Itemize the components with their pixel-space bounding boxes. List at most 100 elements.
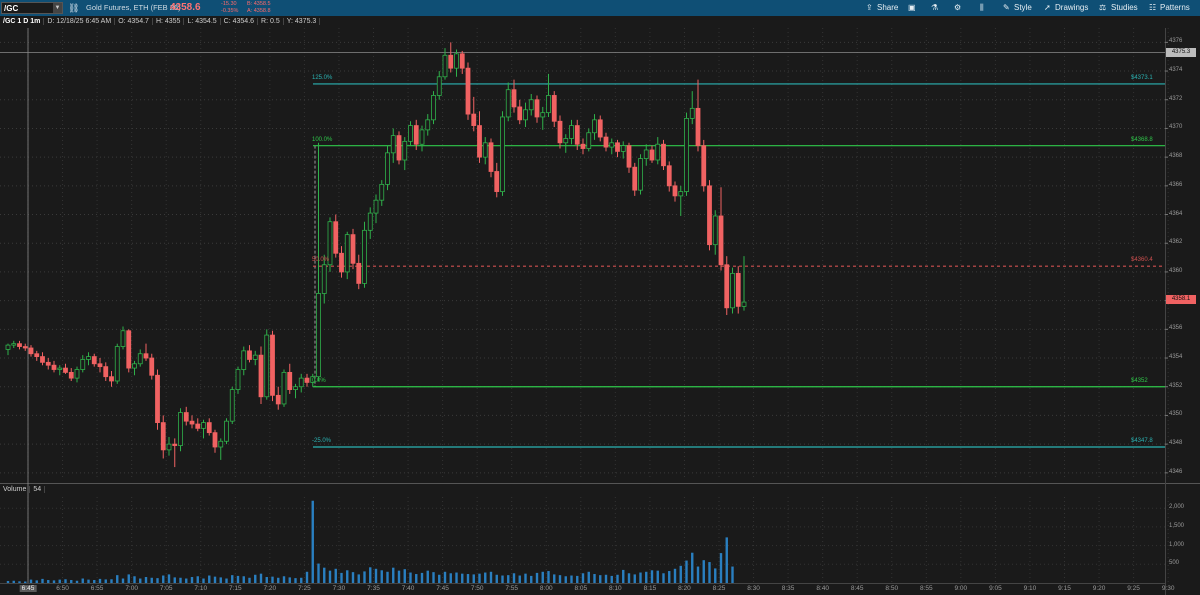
candle-body [459,53,465,69]
candle-body [166,443,172,451]
time-tick-label: 7:15 [228,585,242,592]
candle-body [316,293,321,378]
volume-bar [610,575,613,583]
volume-bar [282,576,286,583]
candle-body [97,363,103,368]
time-tick-label: 7:25 [298,585,311,592]
volume-bar [484,572,487,583]
share-icon[interactable]: ⇪ [866,3,873,12]
info-date: D: 12/18/25 6:45 AM [44,18,116,25]
candle-body [551,95,557,122]
volume-bar [656,570,659,583]
volume-bar [415,574,418,583]
price-tick-label: 4372 [1169,95,1183,102]
volume-bar [277,577,280,583]
volume-bar [173,577,176,583]
style-icon[interactable]: ✎ [1003,3,1010,12]
volume-bar [81,578,84,583]
candle-body [11,343,17,346]
candle-body [367,212,373,231]
candle-body [431,95,436,121]
volume-bar [576,575,579,583]
ask-value: A: 4358.8 [247,7,271,14]
studies-icon[interactable]: ⚖ [1099,3,1107,12]
candle-body [218,440,224,448]
volume-bar [64,579,67,583]
volume-bar [334,568,337,583]
volume-bar [369,567,372,583]
volume-bar [294,578,297,583]
candle-body [287,371,293,390]
candle-body [655,143,661,161]
time-tick-label: 7:45 [436,585,449,592]
gear-icon[interactable]: ⚙ [954,3,962,12]
volume-bar [397,570,401,583]
volume-bar [24,581,27,583]
volume-bar [386,571,389,583]
candle-body [471,113,477,126]
symbol-text: /GC [4,4,19,13]
volume-bar [708,562,711,583]
candle-body [114,346,120,382]
timeframe-label[interactable]: /GC 1 D 1m [0,18,45,25]
drawings-button[interactable]: Drawings [1055,3,1089,12]
candle-body [557,120,563,144]
candle-body [494,171,500,192]
volume-bar [167,574,171,583]
link-icon[interactable]: ⛓ [68,3,80,13]
volume-bar [242,576,245,583]
fib-price-label: $4368.8 [1131,136,1153,143]
candle-body [74,369,80,379]
volume-bar [558,575,562,583]
volume-bar [104,579,107,583]
top-toolbar: /GC ▼ ⛓ Gold Futures, ETH (FEB 26) 4358.6… [0,0,1200,16]
patterns-icon[interactable]: ☷ [1149,3,1157,12]
price-tick-label: 4352 [1169,382,1183,389]
candle-body [333,221,339,254]
cursor-icon[interactable]: ➚ [1044,3,1051,12]
change-percent: -0.35% [221,7,239,14]
chart-type-icon[interactable]: ⫼ [980,3,984,12]
volume-bar [271,576,274,583]
candle-body [574,125,580,145]
patterns-button[interactable]: Patterns [1160,3,1190,12]
volume-bar [455,572,458,583]
candle-body [275,394,281,405]
candle-body [534,99,540,118]
symbol-selector[interactable]: /GC ▼ [1,2,63,14]
time-tick-label: 9:00 [954,585,968,592]
beaker-icon[interactable]: ⚗ [931,3,939,12]
snapshot-icon[interactable]: ▣ [908,3,916,12]
fib-price-label: $4360.4 [1131,257,1153,264]
volume-bar [380,570,383,583]
candle-body [730,272,735,309]
volume-tick-label: 2,000 [1169,504,1185,511]
volume-bar [622,569,625,583]
volume-bar [213,576,217,583]
candle-body [189,420,195,425]
volume-bar [357,574,360,583]
candle-body [517,106,523,121]
share-button[interactable]: Share [877,3,899,12]
price-tag: 4358.1 [1166,294,1196,304]
fib-pct-label: 0.0% [312,377,326,384]
volume-bar [587,571,590,583]
volume-bar [208,575,211,583]
time-tick-label: 9:10 [1023,585,1037,592]
style-button[interactable]: Style [1014,3,1032,12]
candle-body [22,346,28,349]
candle-body [206,422,212,434]
candle-body [132,363,137,369]
volume-bar [288,577,291,583]
volume-bar [351,572,355,583]
chevron-down-icon[interactable]: ▼ [53,3,62,13]
studies-button[interactable]: Studies [1111,3,1138,12]
candle-body [137,353,143,365]
candle-body [586,132,592,149]
volume-bar [507,575,510,583]
candle-body [741,301,747,307]
candle-body [643,149,649,159]
info-low: L: 4354.5 [184,18,221,25]
candle-body [425,119,431,131]
